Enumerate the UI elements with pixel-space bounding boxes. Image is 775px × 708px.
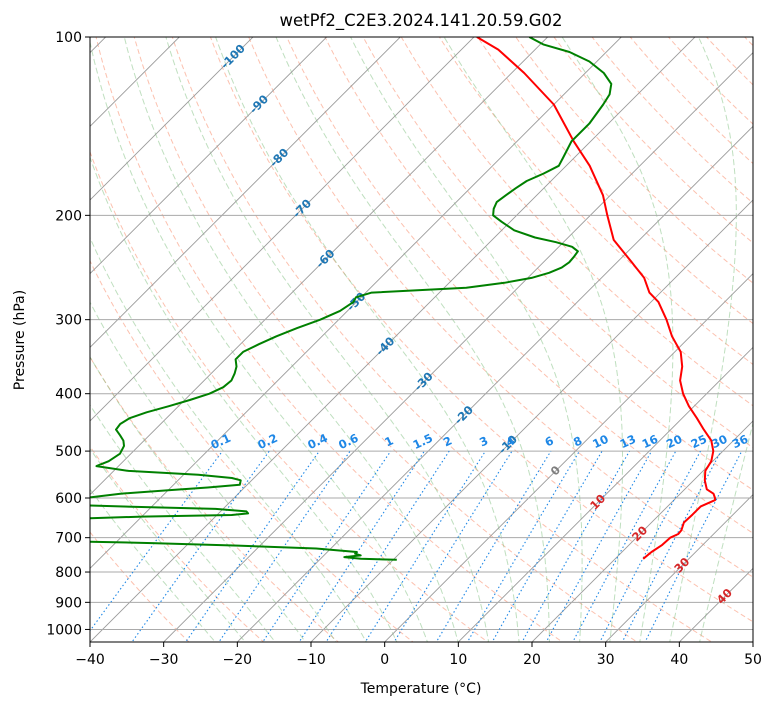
moist-adiabat-line — [215, 37, 520, 642]
x-tick-label: 50 — [744, 652, 762, 668]
mixing-ratio-line — [325, 450, 450, 642]
moist-adiabat-line — [669, 37, 737, 642]
dry-adiabat-line — [591, 37, 753, 204]
dry-adiabat-line — [95, 37, 564, 642]
mixing-ratio-label: 16 — [640, 432, 660, 451]
isotherm-line — [90, 37, 475, 422]
isotherm-line — [605, 494, 753, 642]
mixing-ratio-label: 30 — [709, 432, 729, 451]
mixing-ratio-label: 13 — [618, 432, 638, 451]
y-axis-ticks: 100 200 300 400 500 600 700 800 900 1000 — [46, 30, 90, 638]
mixing-ratio-line — [644, 450, 743, 642]
y-tick-label: 300 — [55, 313, 82, 329]
x-axis-ticks: −40 −30 −20 −10 0 10 20 30 40 50 — [75, 642, 762, 668]
y-tick-label: 900 — [55, 595, 82, 611]
y-tick-label: 500 — [55, 444, 82, 460]
plot-area: -100-90-80-70-60-50-40-30-20-10010203040… — [90, 37, 753, 642]
y-tick-label: 100 — [55, 30, 82, 46]
dry-adiabat-line — [90, 150, 489, 642]
isotherm-line — [531, 420, 753, 642]
dry-adiabat-line — [477, 37, 753, 325]
isotherm-line — [90, 37, 401, 348]
x-axis-title: Temperature (°C) — [360, 681, 482, 697]
isotherm-line — [90, 37, 622, 569]
isotherm-line — [457, 346, 753, 642]
x-tick-label: −10 — [296, 652, 326, 668]
y-tick-label: 700 — [55, 531, 82, 547]
x-tick-label: 30 — [597, 652, 615, 668]
dry-adiabat-line — [400, 37, 753, 407]
isotherm-line — [163, 52, 753, 642]
y-tick-label: 200 — [55, 208, 82, 224]
dewpoint-profile-line — [90, 37, 613, 561]
isotherm-line — [236, 125, 753, 642]
mixing-ratio-line — [545, 450, 653, 642]
mixing-ratio-line — [218, 450, 351, 642]
isotherm-line — [90, 37, 180, 127]
y-tick-label: 600 — [55, 491, 82, 507]
mixing-ratio-label: 10 — [590, 432, 610, 451]
y-axis-title: Pressure (hPa) — [12, 290, 28, 390]
isotherm-line — [90, 37, 696, 642]
mixing-ratio-label: 25 — [689, 432, 709, 451]
mixing-ratio-line — [131, 450, 270, 642]
isotherm-lines — [90, 37, 753, 642]
mixing-ratio-line — [466, 450, 580, 642]
x-tick-label: −20 — [223, 652, 253, 668]
isotherm-line — [90, 37, 328, 275]
dry-adiabat-line — [171, 37, 713, 642]
y-tick-label: 800 — [55, 565, 82, 581]
isotherm-line — [90, 37, 549, 496]
isobar-gridlines — [90, 37, 753, 630]
x-tick-label: 40 — [670, 652, 688, 668]
x-tick-label: 0 — [380, 652, 389, 668]
moist-adiabat-line — [90, 301, 337, 642]
dry-adiabat-line — [90, 259, 414, 642]
mixing-ratio-line — [435, 450, 552, 642]
x-tick-label: 10 — [449, 652, 467, 668]
dry-adiabat-line — [90, 531, 190, 642]
mixing-ratio-line — [491, 450, 603, 642]
dry-adiabat-line — [248, 37, 753, 578]
dry-adiabat-line — [286, 37, 753, 534]
temperature-profile-line — [476, 37, 717, 560]
x-tick-label: 20 — [523, 652, 541, 668]
chart-title: wetPf2_C2E3.2024.141.20.59.G02 — [279, 11, 562, 31]
dry-adiabat-line — [553, 37, 753, 244]
dry-adiabat-line — [667, 37, 753, 125]
plot-frame — [89, 36, 754, 643]
dry-adiabat-line — [90, 445, 265, 642]
mixing-ratio-line — [262, 450, 392, 642]
x-tick-label: −30 — [149, 652, 179, 668]
data-series — [90, 37, 717, 561]
y-tick-label: 400 — [55, 387, 82, 403]
isotherm-line — [90, 37, 254, 201]
mixing-ratio-label: 36 — [730, 432, 750, 451]
mixing-ratio-line — [185, 450, 320, 642]
dry-adiabat-line — [362, 37, 753, 449]
y-tick-label: 1000 — [46, 622, 82, 638]
isotherm-line — [384, 273, 753, 642]
x-tick-label: −40 — [75, 652, 105, 668]
mixing-ratio-label: 20 — [664, 432, 684, 451]
dry-adiabat-line — [209, 37, 753, 623]
